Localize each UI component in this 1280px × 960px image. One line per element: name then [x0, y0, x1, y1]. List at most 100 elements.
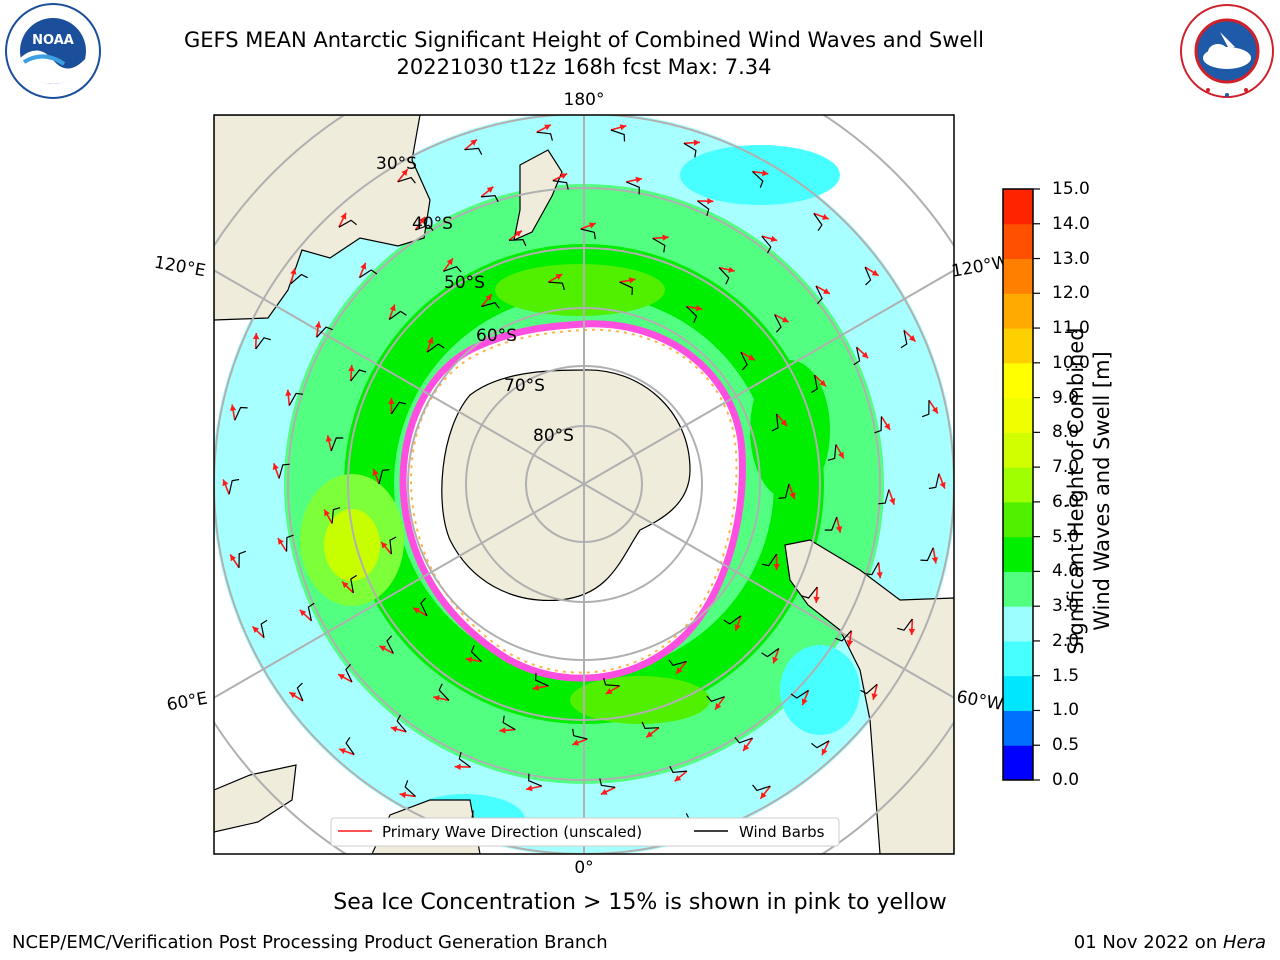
wind-barb [345, 736, 355, 755]
lat-label-40s: 40°S [412, 214, 453, 234]
wind-barb [853, 347, 861, 366]
map-subtitle: 20221030 t12z 168h fcst Max: 7.34 [396, 55, 772, 79]
colorbar-segment [1003, 293, 1033, 329]
lat-label-60s: 60°S [476, 326, 517, 346]
wave-arrow-head [662, 234, 669, 241]
footer-branch: NCEP/EMC/Verification Post Processing Pr… [12, 932, 608, 953]
wave-arrow-head [388, 397, 395, 404]
wind-barb [536, 131, 553, 141]
colorbar-label: Significant Height of Combined Wind Wave… [1063, 281, 1115, 701]
wave-arrow-head [801, 698, 808, 706]
colorbar-segment [1003, 745, 1033, 781]
wind-barb [580, 228, 596, 240]
low-wave-patch-ne [680, 145, 840, 205]
wave-arrow-head [728, 266, 735, 273]
wind-barb [801, 586, 818, 599]
wave-arrow-head [427, 337, 434, 344]
wave-arrow-head [646, 731, 653, 738]
wave-arrow-head [446, 258, 453, 266]
wind-barb [669, 765, 687, 774]
wave-arrow-head [605, 688, 613, 694]
wind-barb [508, 238, 527, 247]
colorbar-tick-label: 2.0 [1052, 630, 1080, 651]
wind-barb [723, 615, 742, 625]
wind-barb [528, 773, 542, 787]
colorbar-tick-label: 0.0 [1052, 770, 1080, 790]
wave-arrow-head [838, 451, 844, 459]
lon-label-120e: 120°E [153, 253, 207, 282]
wave-arrow-head [272, 463, 279, 470]
footer-date-text: 01 Nov 2022 on [1073, 932, 1223, 953]
wave-arrow-head [454, 763, 461, 770]
wave-arrow-head [252, 333, 260, 340]
wind-barb [652, 237, 666, 253]
wind-barb [388, 310, 407, 320]
wind-barb [415, 224, 434, 231]
wind-barb [534, 673, 549, 687]
wind-barb [345, 663, 353, 683]
wave-arrow-head [773, 564, 780, 571]
low-wave-patch-se [780, 645, 860, 735]
map-title: GEFS MEAN Antarctic Significant Height o… [183, 28, 985, 52]
wind-barb [443, 265, 462, 273]
colorbar-label-line1: Significant Height of Combined [1064, 327, 1088, 655]
colorbar-segment [1003, 189, 1033, 225]
colorbar-tick-label: 13.0 [1052, 248, 1090, 269]
map-legend [330, 817, 840, 847]
new-zealand [513, 149, 563, 242]
wave-arrow-head [379, 645, 387, 652]
wind-barb [599, 778, 616, 788]
wave-arrow-head [289, 692, 297, 699]
colorbar-segment [1003, 571, 1033, 607]
colorbar-segment [1003, 223, 1033, 260]
wind-barb [420, 597, 428, 617]
wave-arrow-head [748, 354, 755, 361]
wave-arrow-head [285, 389, 292, 396]
wind-barb [278, 463, 290, 479]
wave-arrow-head [360, 262, 367, 270]
wind-barb [238, 550, 247, 568]
wave-arrow-head [693, 139, 700, 146]
colorbar-segment [1003, 536, 1033, 572]
colorbar-label-line2: Wind Waves and Swell [m] [1090, 351, 1114, 631]
wave-arrow-head [823, 288, 830, 294]
wave-direction-arrows [222, 123, 946, 845]
wind-barb [470, 645, 482, 662]
wave-arrow-head [600, 788, 608, 795]
colorbar-segment [1003, 675, 1033, 711]
wind-barb [404, 780, 416, 797]
wind-barb [761, 648, 780, 658]
wind-barb [458, 751, 471, 768]
wind-barb [426, 343, 445, 353]
wave-arrow-head [544, 124, 551, 131]
wave-arrow-head [252, 626, 260, 633]
colorbar-segment [1003, 606, 1033, 642]
wave-arrow-head [299, 609, 307, 617]
wind-barb [234, 406, 248, 421]
wave-arrow-head [324, 509, 330, 517]
wind-barb [255, 337, 271, 350]
wave-peak-patch [324, 509, 380, 581]
colorbar-segment [1003, 432, 1033, 468]
wave-arrow-head [819, 379, 826, 387]
wave-arrow-head [340, 212, 347, 220]
wave-arrow-head [399, 791, 406, 799]
colorbar-segment [1003, 397, 1033, 433]
lon-label-60w: 60°W [955, 687, 1005, 715]
wind-barb [752, 171, 764, 188]
lat-label-50s: 50°S [444, 273, 485, 293]
wave-arrow-head [401, 169, 408, 176]
wave-arrow-head [555, 274, 563, 280]
wind-barb [824, 516, 838, 531]
colorbar-tick-label: 1.0 [1052, 700, 1080, 721]
wind-barb [761, 235, 772, 254]
colorbar-tick-label: 15.0 [1052, 179, 1090, 199]
wind-barb [734, 737, 753, 744]
wind-barb [290, 273, 308, 285]
wave-arrow-head [772, 656, 779, 664]
wave-arrow-head [846, 640, 854, 647]
wave-arrow-head [418, 217, 425, 224]
australia [214, 115, 431, 321]
wave-arrow-head [381, 541, 388, 549]
lat-label-70s: 70°S [504, 376, 545, 396]
